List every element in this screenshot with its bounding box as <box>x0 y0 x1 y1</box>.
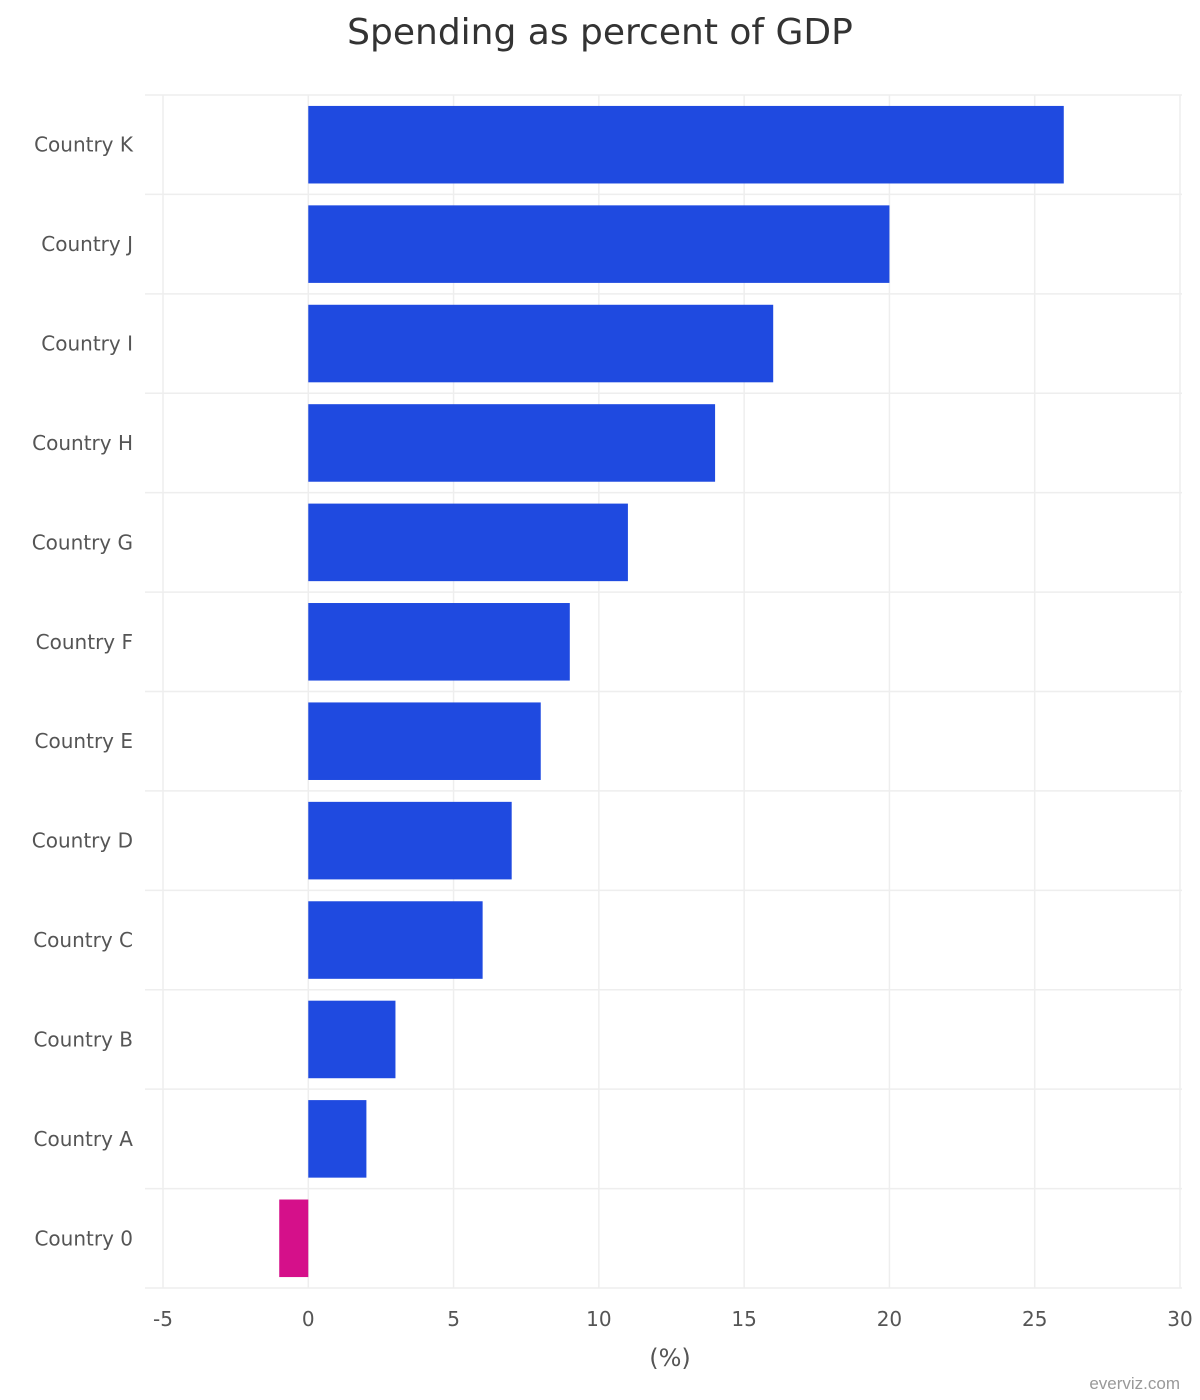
x-tick-label: 25 <box>1022 1307 1047 1331</box>
x-tick-label: 10 <box>586 1307 611 1331</box>
bar <box>308 1000 396 1079</box>
bar <box>308 901 483 979</box>
x-tick-label: 0 <box>302 1307 315 1331</box>
x-tick-label: 15 <box>731 1307 756 1331</box>
bar <box>308 503 628 582</box>
y-category-label: Country H <box>32 431 133 455</box>
bar <box>308 205 890 283</box>
bar <box>308 801 512 880</box>
bar <box>308 105 1064 184</box>
grid-layer <box>145 94 1182 1289</box>
bar-layer <box>279 105 1064 1278</box>
y-category-label: Country E <box>35 729 133 753</box>
bar <box>308 1100 367 1178</box>
y-category-label: Country A <box>34 1127 134 1151</box>
y-category-label: Country C <box>33 928 133 952</box>
bar <box>308 404 716 482</box>
x-axis-title: (%) <box>649 1344 691 1372</box>
bar <box>308 304 774 383</box>
x-tick-label: 20 <box>877 1307 902 1331</box>
bar <box>308 603 570 681</box>
y-category-label: Country B <box>33 1027 133 1051</box>
y-category-label: Country J <box>41 232 133 256</box>
label-layer: -5 0 5 10 15 20 25 30 Country K Country J Country … <box>32 133 1193 1331</box>
y-category-label: Country K <box>34 133 134 157</box>
y-category-label: Country I <box>41 332 133 356</box>
y-category-label: Country 0 <box>34 1226 133 1250</box>
chart-title: Spending as percent of GDP <box>347 12 853 53</box>
bar <box>279 1199 309 1278</box>
y-category-label: Country F <box>36 630 133 654</box>
y-category-label: Country G <box>32 530 133 554</box>
x-tick-label: -5 <box>153 1307 173 1331</box>
bar <box>308 702 541 780</box>
x-tick-label: 30 <box>1167 1307 1192 1331</box>
credit-text: everviz.com <box>1089 1374 1180 1393</box>
x-tick-label: 5 <box>447 1307 460 1331</box>
y-category-label: Country D <box>32 829 133 853</box>
